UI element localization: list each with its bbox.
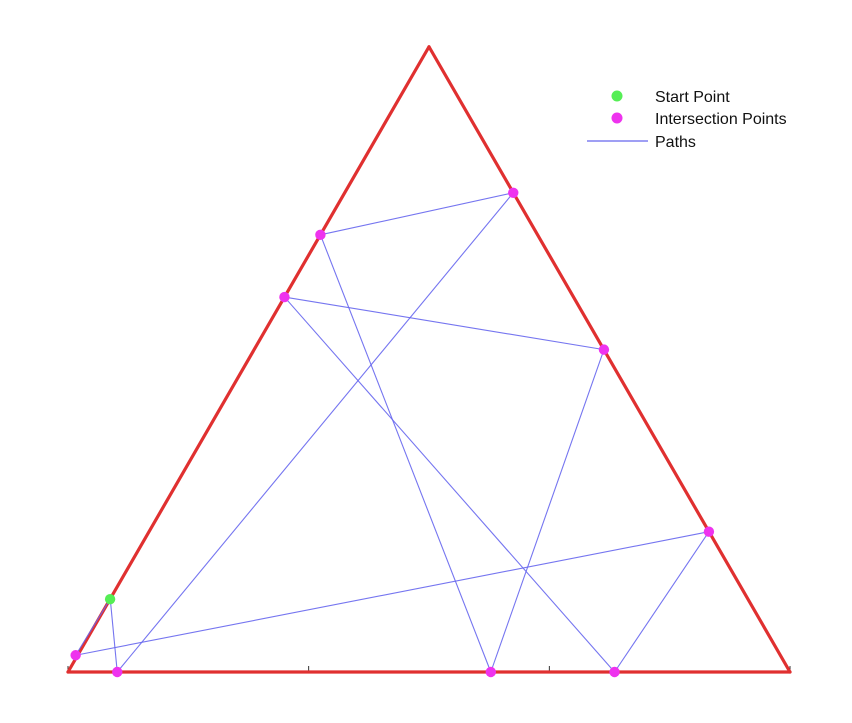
triangle-edge (66, 45, 431, 674)
intersection-point (508, 187, 519, 199)
intersection-point (485, 666, 497, 678)
intersection-point (279, 291, 290, 303)
intersection-point (112, 666, 123, 678)
path-segment (109, 598, 118, 673)
path-segment (116, 192, 514, 673)
intersection-point (70, 650, 81, 661)
path-segment (319, 234, 492, 673)
path-segment (75, 598, 111, 656)
path-segment (75, 531, 710, 656)
legend-entry-start-point: Start Point (611, 89, 730, 106)
intersection-point (703, 526, 715, 537)
legend: Start Point Intersection Points Paths (587, 89, 787, 151)
intersection-point (609, 666, 620, 678)
legend-intersection-points-label: Intersection Points (655, 111, 787, 128)
legend-paths-label: Paths (655, 134, 696, 151)
legend-intersection-points-marker (611, 112, 623, 124)
paths-layer (75, 192, 710, 673)
legend-entry-paths: Paths (587, 134, 696, 151)
points-layer (70, 187, 715, 678)
intersection-point (598, 344, 610, 355)
start-point (104, 593, 116, 605)
legend-entry-intersection-points: Intersection Points (611, 111, 787, 128)
path-segment (614, 531, 710, 673)
path-segment (320, 192, 514, 236)
intersection-point (315, 229, 326, 241)
path-segment (284, 296, 605, 351)
legend-start-point-marker (611, 90, 623, 102)
triangle-boundary (66, 45, 792, 674)
triangle-edge (427, 45, 792, 674)
path-segment (490, 349, 605, 673)
path-segment (284, 296, 615, 673)
legend-start-point-label: Start Point (655, 89, 730, 106)
